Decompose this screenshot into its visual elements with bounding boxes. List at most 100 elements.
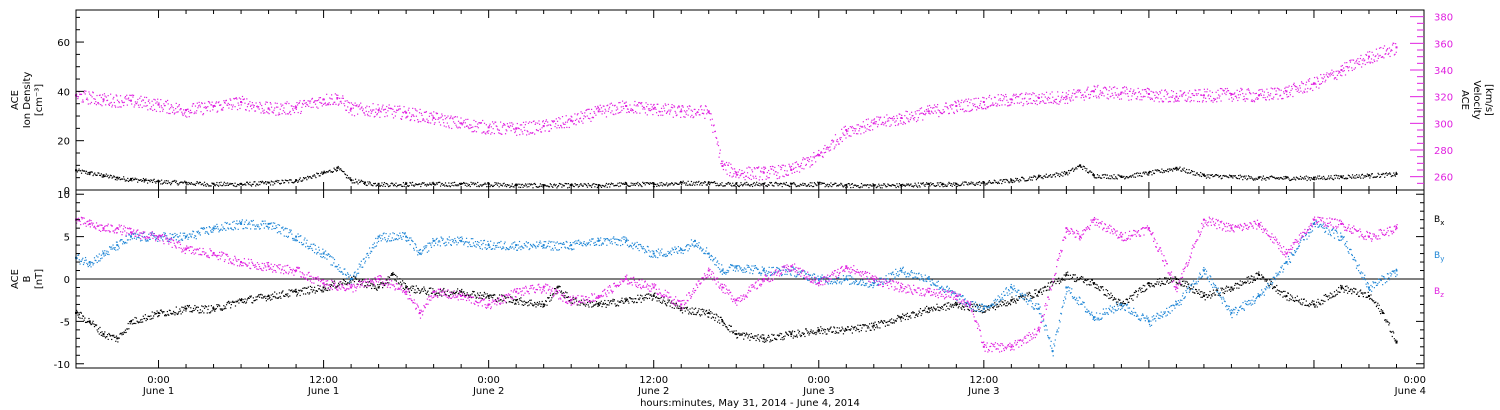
- velocity-series-dot: [174, 112, 176, 114]
- density-series-dot: [397, 184, 399, 187]
- velocity-series-dot: [413, 115, 415, 117]
- density-series-dot: [346, 174, 348, 177]
- velocity-series-dot: [659, 111, 661, 113]
- density-series-dot: [636, 183, 638, 185]
- bx-series-dot: [626, 299, 628, 301]
- bx-series-dot: [380, 282, 382, 284]
- density-series-dot: [1131, 175, 1133, 177]
- velocity-series-dot: [1209, 90, 1211, 92]
- velocity-series-dot: [1169, 100, 1171, 103]
- velocity-series-dot: [1391, 44, 1394, 46]
- velocity-series-dot: [197, 107, 199, 109]
- density-series-dot: [1322, 178, 1324, 180]
- velocity-series-dot: [859, 128, 861, 130]
- bx-series-dot: [684, 310, 686, 312]
- bx-series-dot: [242, 298, 244, 301]
- bx-series-dot: [490, 294, 492, 296]
- density-series-dot: [1037, 177, 1039, 179]
- velocity-series-dot: [1168, 96, 1170, 98]
- velocity-series-dot: [370, 109, 372, 111]
- velocity-series-dot: [831, 139, 833, 142]
- velocity-series-dot: [1032, 99, 1035, 102]
- velocity-series-dot: [263, 109, 265, 111]
- velocity-series-dot: [1307, 87, 1309, 90]
- velocity-series-dot: [136, 102, 138, 105]
- velocity-series-dot: [1188, 96, 1190, 98]
- velocity-series-dot: [795, 161, 798, 163]
- density-series-dot: [745, 184, 747, 186]
- velocity-series-dot: [1185, 94, 1187, 96]
- velocity-series-dot: [1138, 91, 1140, 94]
- velocity-series-dot: [417, 121, 419, 123]
- velocity-series-dot: [975, 97, 977, 99]
- velocity-series-dot: [430, 112, 432, 114]
- density-series-dot: [668, 183, 670, 185]
- velocity-series-dot: [1117, 96, 1119, 98]
- velocity-series-point: [900, 117, 903, 119]
- density-series-dot: [912, 186, 915, 188]
- bx-series-dot: [494, 299, 497, 301]
- velocity-series-dot: [1354, 62, 1356, 64]
- bx-series-dot: [330, 283, 332, 286]
- velocity-series-dot: [677, 106, 679, 108]
- velocity-series-dot: [243, 98, 245, 101]
- velocity-series-dot: [798, 165, 800, 168]
- density-series-dot: [437, 181, 439, 184]
- velocity-series-dot: [1292, 83, 1295, 86]
- density-series-dot: [212, 182, 214, 185]
- velocity-series-dot: [574, 113, 576, 115]
- velocity-series-dot: [1194, 89, 1196, 91]
- velocity-series-dot: [569, 120, 572, 122]
- velocity-series-dot: [582, 118, 585, 120]
- velocity-series-dot: [1387, 53, 1389, 56]
- velocity-series-dot: [527, 122, 530, 124]
- density-series-dot: [525, 184, 527, 186]
- bx-series-dot: [122, 333, 124, 335]
- density-series-dot: [526, 186, 528, 188]
- velocity-series-dot: [889, 117, 892, 120]
- density-series-dot: [1092, 173, 1094, 175]
- velocity-series-dot: [423, 119, 425, 121]
- density-series-dot: [590, 186, 593, 188]
- density-axis-label-line3: [cm⁻³]: [34, 84, 45, 116]
- velocity-series-point: [1065, 95, 1068, 98]
- bx-series-dot: [402, 287, 404, 289]
- velocity-series-dot: [1179, 95, 1181, 97]
- density-series-dot: [1193, 170, 1195, 173]
- density-series-dot: [749, 185, 751, 187]
- velocity-series-dot: [346, 100, 348, 102]
- velocity-series-dot: [743, 171, 746, 173]
- density-series-dot: [1242, 179, 1244, 181]
- velocity-series-dot: [1370, 61, 1372, 63]
- velocity-series-dot: [230, 104, 232, 106]
- density-series-dot: [844, 184, 846, 186]
- velocity-series-dot: [1123, 92, 1125, 94]
- velocity-series-point: [295, 106, 298, 109]
- bx-series-dot: [461, 288, 463, 291]
- velocity-series-dot: [322, 99, 324, 101]
- density-series-dot: [1280, 176, 1282, 179]
- density-series-dot: [751, 183, 753, 186]
- density-series-dot: [732, 185, 735, 187]
- velocity-series-dot: [144, 96, 146, 98]
- density-series-dot: [781, 185, 783, 188]
- bx-series-dot: [207, 308, 209, 311]
- density-series-dot: [1000, 179, 1002, 181]
- velocity-series-dot: [465, 118, 467, 121]
- density-series-dot: [951, 185, 953, 187]
- bx-series-dot: [333, 282, 335, 284]
- density-series-dot: [187, 183, 189, 186]
- density-series-dot: [1226, 176, 1228, 178]
- bx-series-dot: [166, 310, 168, 313]
- velocity-series-dot: [1060, 97, 1062, 99]
- velocity-series-dot: [1271, 88, 1274, 90]
- density-series-dot: [1277, 177, 1279, 179]
- velocity-series-dot: [149, 102, 151, 104]
- bx-series-dot: [536, 303, 538, 305]
- density-series-dot: [1167, 168, 1169, 170]
- bx-series-dot: [234, 305, 237, 307]
- velocity-series-dot: [1029, 93, 1031, 95]
- velocity-series-dot: [1134, 92, 1136, 94]
- bx-series-dot: [674, 303, 676, 305]
- density-series-dot: [1233, 175, 1235, 177]
